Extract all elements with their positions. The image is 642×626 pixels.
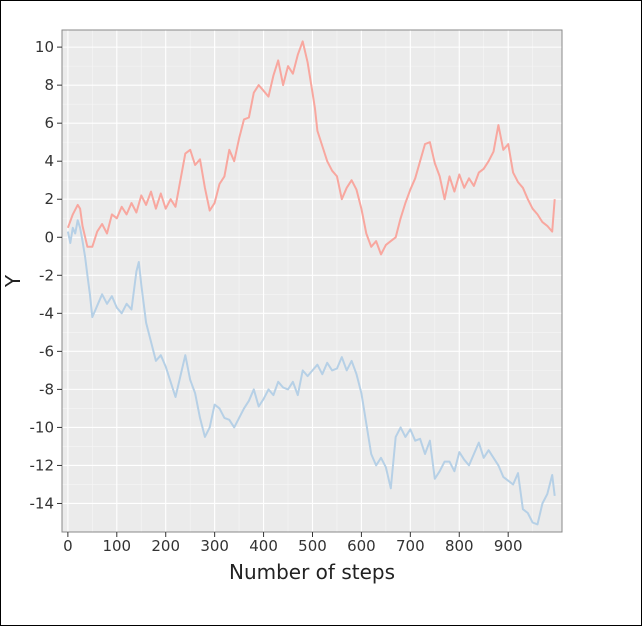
y-tick-label: -8 xyxy=(39,380,54,398)
y-tick-label: -2 xyxy=(39,266,54,284)
x-tick-label: 500 xyxy=(298,537,327,555)
x-tick-label: 200 xyxy=(151,537,180,555)
series-line-2 xyxy=(66,219,556,526)
y-tick-label: -4 xyxy=(39,304,54,322)
series-lines xyxy=(66,40,556,526)
y-axis-ticks: -14 -12 -10 -8 -6 -4 -2 0 2 4 6 8 10 xyxy=(30,38,62,512)
y-tick-label: 2 xyxy=(44,190,54,208)
x-tick-label: 800 xyxy=(445,537,474,555)
x-axis-ticks: 0 100 200 300 400 500 600 700 800 900 xyxy=(63,532,523,555)
grid-lines xyxy=(62,30,562,532)
x-tick-label: 100 xyxy=(102,537,131,555)
x-tick-label: 700 xyxy=(396,537,425,555)
x-tick-label: 300 xyxy=(200,537,229,555)
y-tick-label: 8 xyxy=(44,76,54,94)
y-tick-label: 0 xyxy=(44,228,54,246)
x-tick-label: 900 xyxy=(494,537,523,555)
series-line-1 xyxy=(66,40,556,256)
y-tick-label: -10 xyxy=(30,418,55,436)
y-tick-label: 6 xyxy=(44,114,54,132)
y-tick-label: 4 xyxy=(44,152,54,170)
y-tick-label: 10 xyxy=(35,38,54,56)
y-tick-label: -14 xyxy=(30,494,55,512)
y-tick-label: -12 xyxy=(30,456,55,474)
x-tick-label: 600 xyxy=(347,537,376,555)
x-tick-label: 0 xyxy=(63,537,73,555)
y-tick-label: -6 xyxy=(39,342,54,360)
y-axis-label: Y xyxy=(1,274,25,288)
x-axis-label: Number of steps xyxy=(229,560,395,584)
x-tick-label: 400 xyxy=(249,537,278,555)
